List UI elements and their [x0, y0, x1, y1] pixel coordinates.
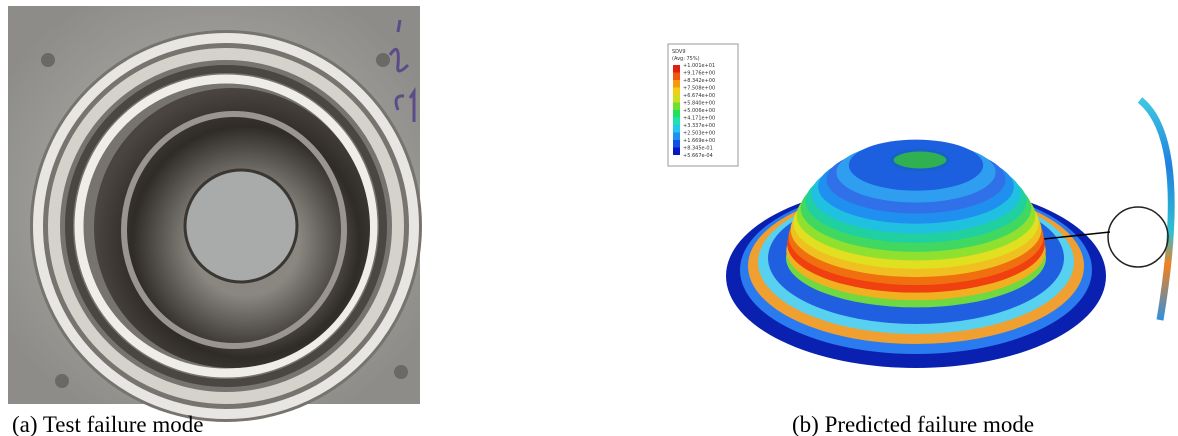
legend-label: +1.001e+01 [683, 63, 715, 69]
legend-swatch [673, 103, 680, 111]
figure: SDV9 (Avg: 75%) +1.001e+01+9.176e+00+8.3… [0, 0, 1178, 436]
legend-label: +8.342e+00 [683, 78, 715, 84]
legend-label: +1.669e+00 [683, 138, 715, 144]
legend-swatch [673, 118, 680, 126]
fe-model: SDV9 (Avg: 75%) +1.001e+01+9.176e+00+8.3… [668, 44, 1171, 368]
figure-canvas: SDV9 (Avg: 75%) +1.001e+01+9.176e+00+8.3… [0, 0, 1178, 436]
legend-label: +3.337e+00 [683, 123, 715, 129]
legend-swatch [673, 148, 680, 156]
dome-hole [892, 150, 948, 170]
legend-swatch [673, 80, 680, 88]
legend-swatch [673, 125, 680, 133]
legend-label: +2.503e+00 [683, 131, 715, 137]
legend-label: +4.171e+00 [683, 116, 715, 122]
legend-swatch [673, 65, 680, 73]
legend-label: +7.508e+00 [683, 86, 715, 92]
legend-label: +5.667e-04 [683, 153, 713, 159]
legend-swatch [673, 95, 680, 103]
legend-label: +8.345e-01 [683, 146, 713, 152]
caption-a: (a) Test failure mode [12, 412, 203, 436]
legend-swatch [673, 110, 680, 118]
legend-swatch [673, 88, 680, 96]
legend-swatch [673, 133, 680, 141]
legend-label: +5.006e+00 [683, 108, 715, 114]
test-photo [8, 6, 422, 422]
caption-b: (b) Predicted failure mode [792, 412, 1034, 436]
legend-swatch [673, 140, 680, 148]
legend-swatch [673, 73, 680, 81]
legend-label: +6.674e+00 [683, 93, 715, 99]
legend-label: +5.840e+00 [683, 101, 715, 107]
legend-label: +9.176e+00 [683, 71, 715, 77]
legend-subtitle: (Avg: 75%) [672, 56, 700, 62]
legend-title: SDV9 [672, 49, 686, 55]
